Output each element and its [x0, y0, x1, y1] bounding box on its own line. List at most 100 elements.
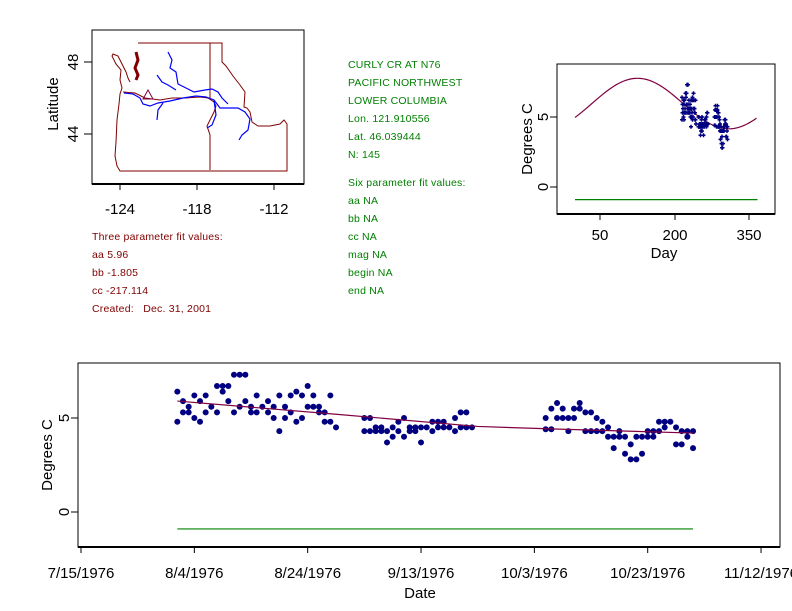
data-point — [321, 409, 328, 416]
data-point — [299, 392, 306, 399]
data-point — [418, 424, 425, 431]
timeseries-xtick-label: 10/23/1976 — [610, 565, 685, 582]
seasonal-data-point — [692, 106, 697, 111]
data-point — [253, 409, 260, 416]
map-ytick-label: 44 — [65, 126, 82, 143]
data-point — [582, 409, 589, 416]
seasonal-marks — [574, 77, 758, 201]
timeseries-xtick-label: 9/13/1976 — [388, 565, 455, 582]
data-point — [265, 398, 272, 405]
timeseries-xtick-label: 8/24/1976 — [274, 565, 341, 582]
map-ytick-label: 48 — [65, 54, 82, 71]
six-param-end: end NA — [348, 285, 385, 297]
seasonal-ytick-label: 0 — [535, 183, 552, 191]
timeseries-xlabel: Date — [404, 585, 436, 602]
data-point — [208, 403, 215, 410]
data-point — [656, 428, 663, 435]
data-point — [389, 433, 396, 440]
six-param-info: Six parameter fit values: aa NA bb NA cc… — [348, 174, 466, 300]
data-point — [429, 428, 436, 435]
timeseries-plot-frame — [77, 362, 781, 548]
time-series-chart: 5 0 Degrees C Date 7/15/1976 8/4/1976 8/24… — [39, 362, 792, 602]
data-point — [639, 450, 646, 457]
data-point — [576, 399, 583, 406]
site-triangle-marker — [142, 88, 154, 100]
data-point — [327, 392, 334, 399]
data-point — [457, 409, 464, 416]
station-region: PACIFIC NORTHWEST — [348, 77, 463, 89]
seasonal-data-point — [720, 134, 724, 139]
seasonal-data-point — [725, 124, 730, 129]
seasonal-data-point — [704, 115, 709, 119]
data-point — [650, 433, 657, 440]
data-point — [333, 424, 340, 431]
data-point — [242, 371, 249, 378]
data-point — [435, 424, 442, 431]
seasonal-data-point — [723, 117, 728, 122]
six-param-mag: mag NA — [348, 249, 388, 261]
data-point — [191, 415, 198, 421]
data-point — [202, 392, 209, 399]
data-point — [304, 383, 311, 390]
data-point — [667, 418, 674, 425]
timeseries-xtick-label: 10/3/1976 — [501, 565, 568, 582]
data-point — [588, 428, 595, 435]
data-point — [185, 403, 192, 410]
seasonal-data-point — [718, 137, 723, 142]
data-point — [214, 383, 221, 390]
data-point — [429, 418, 436, 425]
data-point — [310, 403, 317, 410]
seasonal-data-point — [715, 103, 720, 108]
data-point — [242, 398, 249, 405]
seasonal-data-point — [718, 122, 722, 126]
seasonal-chart: 50 200 350 Day 5 0 Degrees C — [519, 63, 776, 262]
data-point — [412, 428, 419, 435]
station-info: CURLY CR AT N76 PACIFIC NORTHWEST LOWER … — [348, 56, 462, 164]
six-param-title: Six parameter fit values: — [348, 177, 466, 189]
seasonal-data-point — [689, 124, 693, 129]
six-param-cc: cc NA — [348, 231, 378, 243]
data-point — [406, 428, 413, 435]
timeseries-xtick-label: 11/12/1976 — [724, 565, 792, 582]
seasonal-xtick-label: 50 — [592, 227, 609, 244]
data-point — [576, 405, 583, 412]
timeseries-marks — [174, 371, 697, 530]
seasonal-data-point — [725, 129, 729, 133]
data-point — [225, 398, 232, 405]
data-point — [361, 428, 368, 435]
three-param-title: Three parameter fit values: — [92, 231, 223, 243]
seasonal-data-point — [716, 110, 721, 115]
data-point — [684, 433, 691, 440]
data-point — [389, 424, 396, 431]
seasonal-data-point — [693, 110, 697, 115]
data-point — [248, 409, 255, 416]
seasonal-data-point — [688, 102, 692, 107]
data-point — [378, 428, 385, 435]
data-point — [174, 388, 181, 395]
data-point — [452, 428, 459, 435]
seasonal-data-point — [684, 95, 688, 100]
data-point — [661, 418, 668, 425]
data-point — [219, 388, 226, 395]
seasonal-xlabel: Day — [651, 245, 678, 262]
seasonal-data-point — [691, 115, 695, 119]
puget-sound — [133, 51, 140, 81]
data-point — [197, 418, 204, 425]
seasonal-data-point — [725, 137, 730, 142]
seasonal-data-point — [680, 95, 684, 100]
seasonal-xtick-label: 350 — [736, 227, 761, 244]
map-xtick-label: -112 — [260, 201, 289, 218]
seasonal-data-point — [693, 98, 698, 103]
data-point — [231, 409, 238, 416]
data-point — [372, 428, 379, 435]
seasonal-data-point — [694, 122, 698, 126]
data-point — [678, 441, 685, 448]
three-param-cc: cc -217.114 — [92, 285, 149, 297]
data-point — [276, 392, 283, 399]
seasonal-data-point — [700, 129, 704, 133]
six-param-begin: begin NA — [348, 267, 393, 279]
seasonal-data-point — [682, 98, 687, 103]
station-name: CURLY CR AT N76 — [348, 59, 441, 71]
data-point — [270, 403, 277, 410]
